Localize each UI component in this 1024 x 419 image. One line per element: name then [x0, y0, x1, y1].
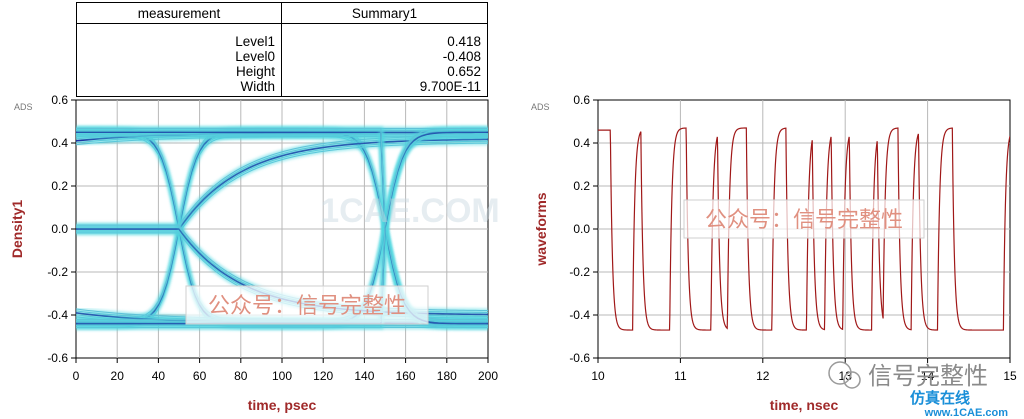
footer-site-url: www.1CAE.com — [924, 407, 1009, 419]
footer-site-logo: 仿真在线 — [910, 389, 970, 407]
wave-x-tick-label: 11 — [674, 369, 687, 383]
row-label: Height — [235, 64, 275, 79]
wave-watermark-account: 公众号：信号完整性 — [705, 208, 903, 233]
eye-y-tick-label: 0.6 — [51, 93, 68, 107]
row-value: 0.418 — [447, 34, 481, 49]
row-value: 9.700E-11 — [419, 79, 481, 94]
row-value: 0.652 — [447, 64, 481, 79]
wave-x-axis-label: time, nsec — [770, 397, 839, 413]
wave-y-tick-label: 0.4 — [573, 136, 590, 150]
wave-y-tick-label: 0.6 — [573, 93, 590, 107]
eye-x-tick-label: 40 — [152, 369, 166, 383]
eye-x-tick-label: 180 — [437, 369, 457, 383]
eye-watermark-account: 公众号：信号完整性 — [208, 294, 406, 319]
eye-y-tick-label: -0.4 — [47, 308, 68, 322]
eye-x-tick-label: 160 — [396, 369, 416, 383]
waveform-line — [598, 127, 1010, 331]
wave-y-tick-label: -0.2 — [569, 265, 590, 279]
wechat-logo-icon — [828, 361, 852, 385]
eye-y-axis-label: Density1 — [9, 200, 25, 259]
eye-x-tick-label: 100 — [272, 369, 292, 383]
right-corner-tag: ADS — [531, 102, 550, 112]
wave-x-ticks: 10 11 12 13 14 15 — [591, 358, 1017, 383]
eye-watermark-site: 1CAE.COM — [320, 192, 499, 230]
wave-y-ticks: 0.6 0.4 0.2 0.0 -0.2 -0.4 -0.6 — [569, 93, 598, 365]
eye-chart: 0.6 0.4 0.2 0.0 -0.2 -0.4 -0.6 0 20 40 60 80 100 120… — [9, 93, 500, 413]
eye-y-tick-label: 0.2 — [51, 179, 68, 193]
wechat-logo-icon-inner — [843, 371, 861, 389]
eye-x-tick-label: 60 — [193, 369, 207, 383]
row-label: Level0 — [235, 49, 275, 64]
row-label: Width — [240, 79, 275, 94]
table-header-summary: Summary1 — [281, 2, 488, 24]
waveform-chart: 0.60.40.20.0-0.2-0.4-0.6 10 11 12 13 14 15 ti… — [533, 93, 1017, 413]
eye-watermark-box — [185, 285, 429, 325]
table-value-cell: 0.418 -0.408 0.652 9.700E-11 — [281, 23, 488, 97]
footer-account-name: 信号完整性 — [868, 362, 988, 390]
wave-y-tick-label: 0.2 — [573, 179, 590, 193]
eye-x-tick-label: 20 — [111, 369, 125, 383]
wave-x-tick-label: 12 — [756, 369, 770, 383]
eye-y-tick-label: 0.0 — [51, 222, 68, 236]
wave-y-tick-label: -0.6 — [569, 351, 590, 365]
eye-y-ticks: 0.6 0.4 0.2 0.0 -0.2 -0.4 -0.6 — [47, 93, 76, 365]
wave-x-tick-label: 10 — [591, 369, 605, 383]
wave-y-tick-label: 0.0 — [573, 222, 590, 236]
wave-traces — [598, 127, 1010, 331]
eye-x-tick-label: 200 — [478, 369, 498, 383]
left-corner-tag: ADS — [14, 102, 33, 112]
wave-watermark-box — [683, 199, 925, 239]
table-row: Level1 Level0 Height Width 0.418 -0.408 … — [76, 23, 488, 97]
wave-x-tick-label: 15 — [1003, 369, 1017, 383]
table-header-measurement: measurement — [76, 2, 282, 24]
eye-x-ticks: 0 20 40 60 80 100 120 140 160 180 200 — [73, 358, 498, 383]
row-value: -0.408 — [442, 49, 481, 64]
eye-y-tick-label: 0.4 — [51, 136, 68, 150]
footer-branding: 信号完整性 仿真在线 www.1CAE.com — [828, 361, 1009, 419]
eye-x-tick-label: 140 — [354, 369, 374, 383]
eye-y-tick-label: -0.6 — [47, 351, 68, 365]
wave-y-axis-label: waveforms — [533, 192, 549, 266]
eye-x-tick-label: 80 — [234, 369, 248, 383]
table-label-cell: Level1 Level0 Height Width — [76, 23, 282, 97]
eye-x-tick-label: 120 — [313, 369, 333, 383]
measurement-table: measurement Summary1 Level1 Level0 Heigh… — [76, 2, 488, 97]
eye-y-tick-label: -0.2 — [47, 265, 68, 279]
row-label: Level1 — [235, 34, 275, 49]
eye-x-tick-label: 0 — [73, 369, 80, 383]
wave-y-tick-label: -0.4 — [569, 308, 590, 322]
wave-x-tick-label: 14 — [921, 369, 935, 383]
eye-x-axis-label: time, psec — [248, 397, 317, 413]
